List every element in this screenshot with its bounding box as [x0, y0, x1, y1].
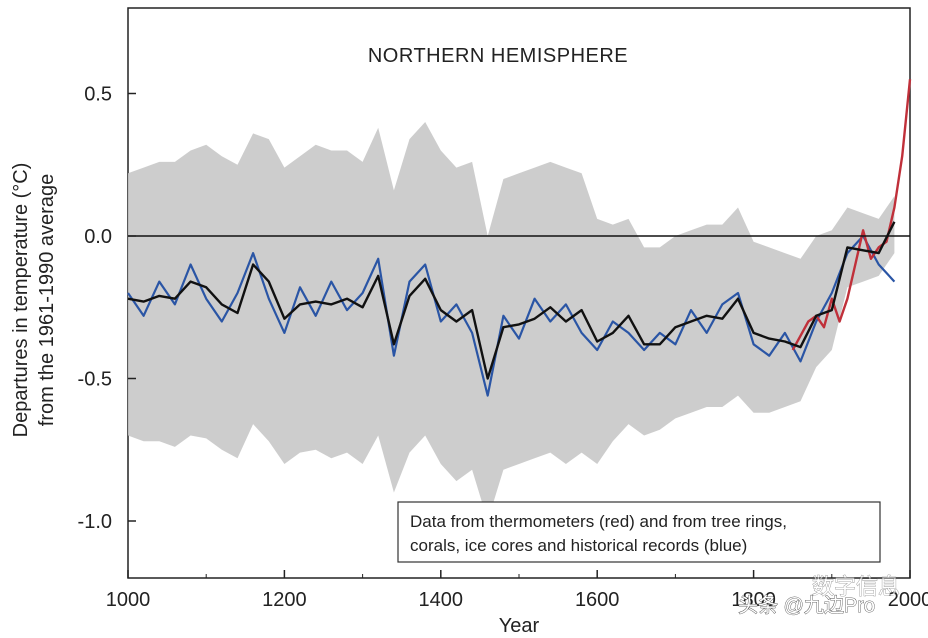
- proxy-series-layer: [127, 234, 896, 397]
- y-tick-label: 0.0: [84, 226, 112, 248]
- watermark: 头条 @九边Pro 数字信息: [738, 574, 901, 618]
- legend-text-line-2: corals, ice cores and historical records…: [410, 536, 747, 555]
- legend-box: [397, 501, 881, 563]
- x-tick-label: 1200: [262, 589, 307, 611]
- x-axis-title: Year: [499, 615, 540, 637]
- thermometer-series-line: [791, 79, 912, 351]
- x-tick-label: 1000: [106, 589, 151, 611]
- legend: Data from thermometers (red) and from tr…: [397, 501, 881, 563]
- uncertainty-band: [128, 122, 895, 521]
- y-axis-title-line-1: Departures in temperature (°C): [10, 163, 32, 438]
- proxy-series-line: [127, 234, 896, 397]
- x-tick-label: 2000: [888, 589, 928, 611]
- watermark-logo: 数字信息: [812, 574, 900, 599]
- chart-title: NORTHERN HEMISPHERE: [368, 45, 628, 67]
- watermark-text: 头条 @九边Pro: [738, 594, 875, 617]
- y-axis-ticks: 0.5 0.0 -0.5 -1.0: [78, 84, 136, 533]
- smoothed-series-line: [127, 221, 896, 380]
- uncertainty-band-layer: [128, 122, 895, 521]
- y-tick-label: -0.5: [78, 369, 112, 391]
- smoothed-series-layer: [127, 221, 896, 380]
- y-axis-title-line-2: from the 1961-1990 average: [36, 174, 58, 426]
- x-axis-ticks: 1000 1200 1400 1600 1800 2000: [106, 570, 928, 611]
- thermometer-series-layer: [791, 79, 912, 351]
- x-tick-label: 1400: [419, 589, 464, 611]
- legend-text-line-1: Data from thermometers (red) and from tr…: [410, 512, 787, 531]
- y-tick-label: -1.0: [78, 511, 112, 533]
- x-tick-label: 1800: [731, 589, 776, 611]
- y-tick-label: 0.5: [84, 84, 112, 106]
- x-tick-label: 1600: [575, 589, 620, 611]
